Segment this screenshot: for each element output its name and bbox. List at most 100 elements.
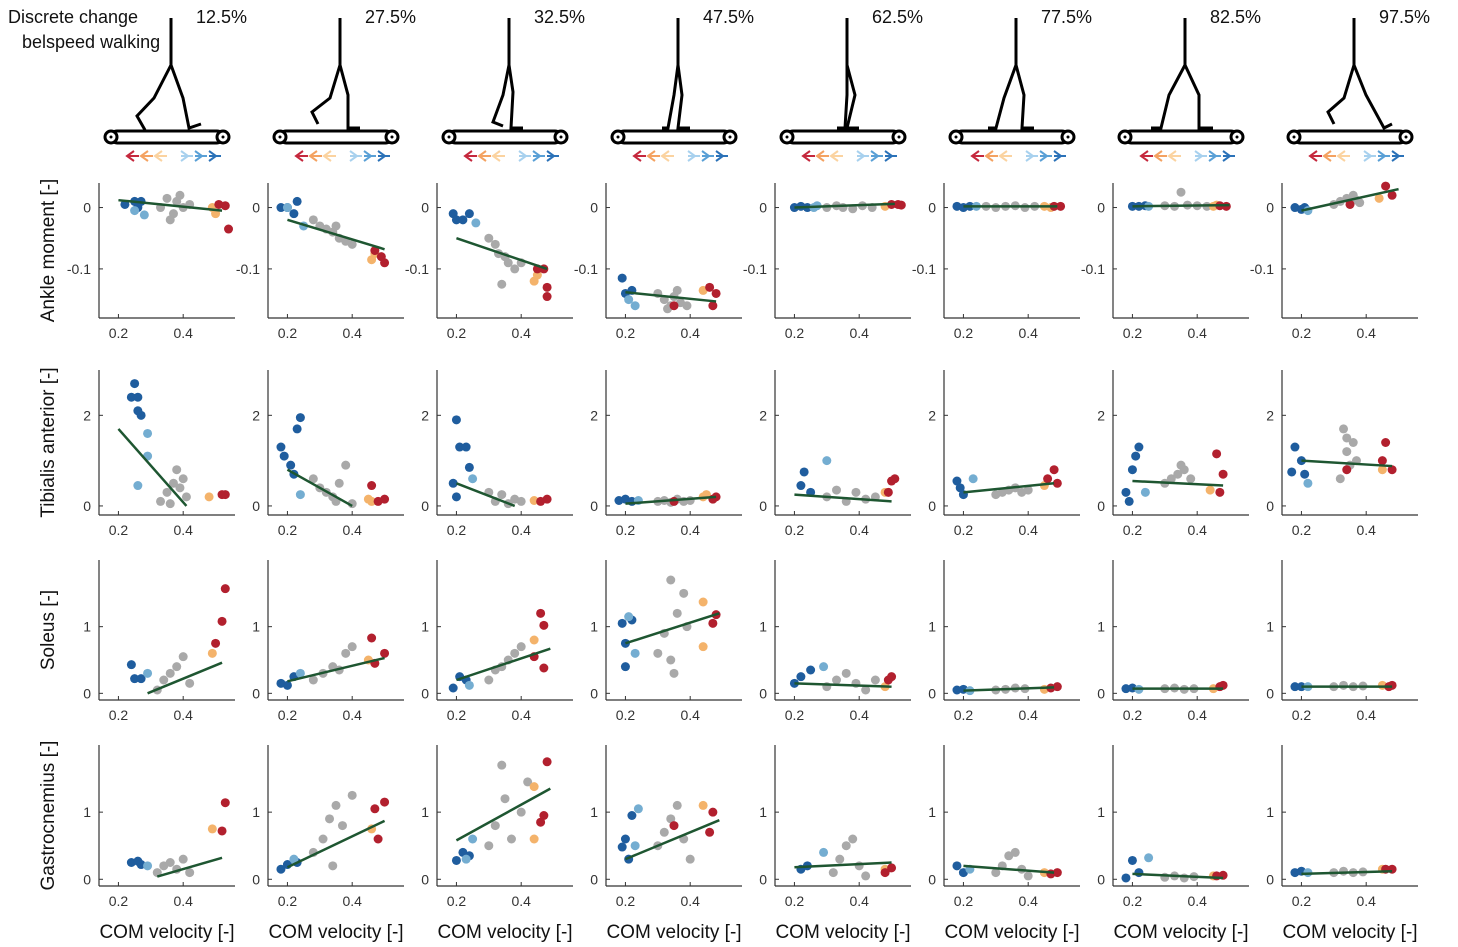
data-point xyxy=(370,804,380,814)
data-point xyxy=(883,487,893,497)
data-point xyxy=(1127,855,1137,865)
data-point xyxy=(633,804,643,814)
data-point xyxy=(1342,465,1352,475)
data-point xyxy=(337,821,347,831)
data-point xyxy=(308,215,318,225)
data-point xyxy=(181,492,191,502)
roller-hub xyxy=(390,135,394,139)
subplot: 0 1 0.2 0.4 xyxy=(928,560,1080,723)
column-title: 82.5% xyxy=(1210,7,1261,27)
data-point xyxy=(172,662,182,672)
column-title: 47.5% xyxy=(703,7,754,27)
data-point xyxy=(497,760,507,770)
column-title: 97.5% xyxy=(1379,7,1430,27)
data-point xyxy=(630,301,640,311)
data-point xyxy=(1348,438,1358,447)
y-tick-label: 0 xyxy=(1266,200,1274,216)
y-tick-label: 0 xyxy=(590,685,598,701)
data-point xyxy=(165,499,175,509)
x-axis-label: COM velocity [-] xyxy=(99,922,234,943)
data-point xyxy=(217,826,227,836)
data-point xyxy=(630,648,640,658)
data-point xyxy=(630,841,640,851)
subplot: COM velocity [-] 0 1 0.2 0.4 xyxy=(1097,745,1249,943)
data-point xyxy=(536,817,546,827)
data-point xyxy=(1023,485,1033,495)
data-point xyxy=(1144,853,1154,863)
data-point xyxy=(1303,478,1313,488)
roller-hub xyxy=(1235,135,1239,139)
data-point xyxy=(1300,469,1310,479)
y-tick-label: 1 xyxy=(759,804,767,820)
x-tick-label: 0.4 xyxy=(511,707,531,723)
y-tick-label: -0.1 xyxy=(67,261,91,277)
fit-line xyxy=(287,218,385,251)
roller-hub xyxy=(1292,135,1296,139)
y-tick-label: 0 xyxy=(928,871,936,887)
data-point xyxy=(851,487,861,497)
data-point xyxy=(822,456,832,466)
data-point xyxy=(178,652,188,662)
data-point xyxy=(1121,684,1131,694)
x-tick-label: 0.2 xyxy=(1292,522,1312,538)
data-point xyxy=(819,847,829,857)
subplot: COM velocity [-] 0 1 0.2 0.4 xyxy=(252,745,404,943)
x-tick-label: 0.2 xyxy=(109,707,129,723)
fit-line xyxy=(963,686,1055,692)
data-point xyxy=(1166,474,1176,484)
data-point xyxy=(542,282,552,292)
subplot: 0 1 0.2 0.4 xyxy=(1097,560,1249,723)
data-point xyxy=(503,258,513,268)
x-tick-label: 0.2 xyxy=(278,325,298,341)
y-tick-label: 0 xyxy=(759,498,767,514)
data-point xyxy=(334,478,344,488)
data-point xyxy=(168,478,178,488)
x-tick-label: 0.4 xyxy=(511,522,531,538)
data-point xyxy=(1345,199,1355,209)
data-point xyxy=(451,492,461,502)
data-point xyxy=(968,474,978,484)
data-point xyxy=(178,854,188,864)
fit-line xyxy=(1301,187,1399,212)
data-point xyxy=(1134,868,1144,878)
fit-line xyxy=(1301,459,1393,468)
data-point xyxy=(666,575,676,585)
data-point xyxy=(136,674,146,684)
data-point xyxy=(130,206,140,216)
data-point xyxy=(1335,474,1345,484)
data-point xyxy=(529,834,539,844)
data-point xyxy=(318,834,328,844)
leg xyxy=(837,65,849,130)
data-point xyxy=(207,648,217,658)
data-point xyxy=(341,648,351,658)
x-tick-label: 0.2 xyxy=(785,325,805,341)
x-tick-label: 0.4 xyxy=(342,707,362,723)
data-point xyxy=(1052,682,1062,692)
y-tick-label: 0 xyxy=(83,871,91,887)
data-point xyxy=(539,811,549,820)
data-point xyxy=(175,190,185,200)
x-tick-label: 0.2 xyxy=(1292,893,1312,909)
x-tick-label: 0.2 xyxy=(447,707,467,723)
data-point xyxy=(679,588,689,598)
y-tick-label: 0 xyxy=(928,498,936,514)
data-point xyxy=(685,854,695,864)
leg xyxy=(135,64,173,131)
x-tick-label: 0.4 xyxy=(849,893,869,909)
data-point xyxy=(672,800,682,810)
data-point xyxy=(451,415,461,425)
leg xyxy=(845,64,859,130)
data-point xyxy=(331,221,341,231)
y-tick-label: 1 xyxy=(590,619,598,635)
y-tick-label: 0 xyxy=(928,685,936,701)
fit-line xyxy=(286,468,353,508)
y-axis-label: Tibialis anterior [-] xyxy=(38,367,59,517)
x-tick-label: 0.2 xyxy=(1123,522,1143,538)
data-point xyxy=(331,800,341,810)
y-tick-label: 0 xyxy=(252,498,260,514)
subplot: 0 2 0.2 0.4 xyxy=(590,370,742,538)
x-tick-label: 0.4 xyxy=(680,707,700,723)
gait-illustration xyxy=(272,18,400,162)
x-tick-label: 0.2 xyxy=(1123,707,1143,723)
roller-hub xyxy=(1404,135,1408,139)
